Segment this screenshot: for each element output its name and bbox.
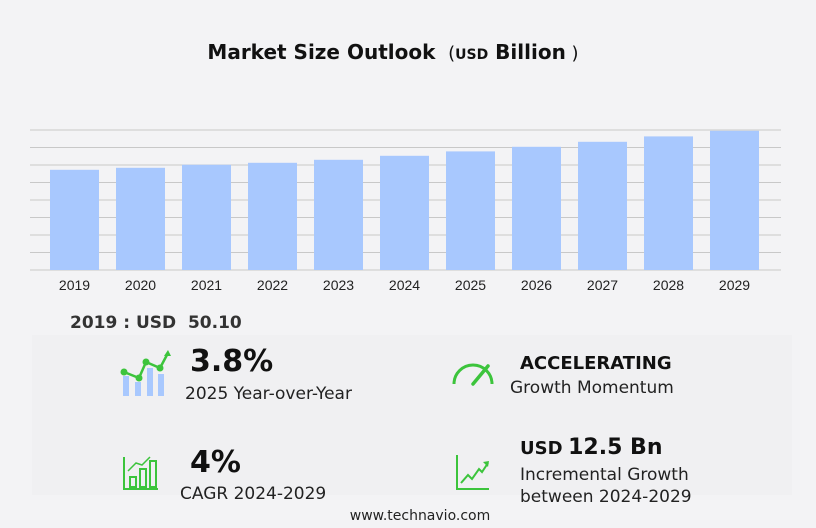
x-tick-label: 2020 xyxy=(125,277,156,293)
unit-paren-close: ) xyxy=(565,43,579,64)
incremental-value: USD 12.5 Bn xyxy=(520,435,662,460)
unit-prefix: USD xyxy=(455,47,489,63)
bar-2024 xyxy=(380,155,429,270)
x-tick-label: 2029 xyxy=(719,277,750,293)
bar-2027 xyxy=(578,141,627,270)
x-tick-label: 2026 xyxy=(521,277,552,293)
bar-growth-icon xyxy=(123,456,158,490)
first-year-label: 2019 : USD xyxy=(70,313,177,333)
x-tick-label: 2019 xyxy=(59,277,90,293)
stats-panel xyxy=(32,335,792,495)
momentum-value: ACCELERATING xyxy=(520,353,672,374)
incremental-number: 12.5 Bn xyxy=(568,435,663,460)
bar-2029 xyxy=(710,130,759,270)
footer-url: www.technavio.com xyxy=(349,508,491,524)
first-year-value: 2019 : USD 50.10 xyxy=(70,313,242,333)
x-tick-label: 2023 xyxy=(323,277,354,293)
title-text: Market Size Outlook xyxy=(207,40,436,64)
incremental-label-2: between 2024-2029 xyxy=(520,487,692,507)
growth-chart-icon xyxy=(120,350,171,396)
bar-chart: 2019 2020 2021 2022 2023 2024 2025 2026 2027 2028… xyxy=(30,129,781,293)
bar-2022 xyxy=(248,162,297,270)
bar-2019 xyxy=(50,169,99,270)
bar-2020 xyxy=(116,167,165,270)
x-tick-label: 2028 xyxy=(653,277,684,293)
line-growth-icon xyxy=(456,455,489,490)
bar-2023 xyxy=(314,159,363,270)
speedometer-icon xyxy=(452,363,494,386)
unit-paren: ( xyxy=(442,43,456,64)
bar-2025 xyxy=(446,151,495,270)
bar-2021 xyxy=(182,164,231,270)
yoy-value: 3.8% xyxy=(190,344,274,379)
x-tick-label: 2025 xyxy=(455,277,486,293)
incremental-label-1: Incremental Growth xyxy=(520,465,689,485)
unit-text: Billion xyxy=(495,40,566,64)
bar-2028 xyxy=(644,136,693,270)
incremental-prefix: USD xyxy=(520,438,563,459)
cagr-label: CAGR 2024-2029 xyxy=(180,484,327,504)
momentum-label: Growth Momentum xyxy=(510,378,674,398)
cagr-value: 4% xyxy=(190,445,241,480)
x-tick-label: 2021 xyxy=(191,277,222,293)
yoy-label: 2025 Year-over-Year xyxy=(185,384,352,404)
chart-title: Market Size Outlook (USD Billion ) xyxy=(0,40,786,64)
first-year-number: 50.10 xyxy=(187,313,242,333)
bar-2026 xyxy=(512,146,561,270)
x-tick-label: 2022 xyxy=(257,277,288,293)
x-tick-label: 2027 xyxy=(587,277,618,293)
x-tick-label: 2024 xyxy=(389,277,420,293)
